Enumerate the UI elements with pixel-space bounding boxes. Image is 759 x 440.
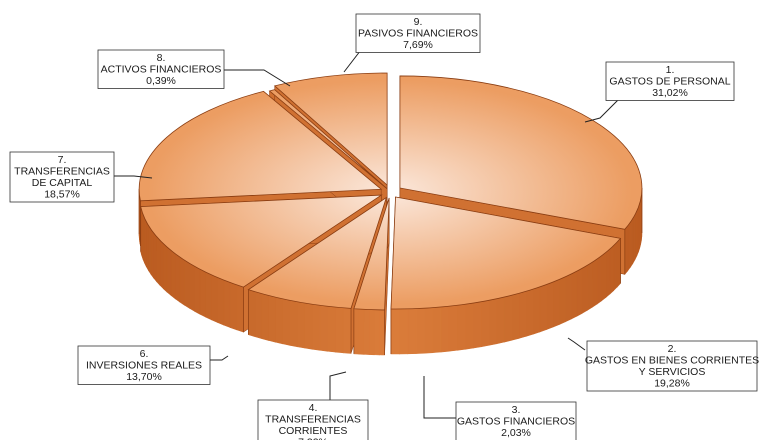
slice-number-label: 3. (512, 404, 521, 416)
slice-value-label: 31,02% (652, 87, 688, 99)
slice-name-label: TRANSFERENCIAS (265, 414, 361, 426)
slice-number-label: 9. (414, 16, 423, 28)
pie-slice-2 (390, 196, 622, 310)
slice-value-label: 18,57% (44, 189, 80, 201)
pie-slice-3 (353, 197, 390, 311)
leader-line (567, 337, 586, 351)
label-box (77, 345, 211, 385)
slice-value-label: 0,39% (146, 75, 176, 87)
leader-line (423, 376, 456, 419)
slice-value-label: 7,32% (298, 437, 328, 440)
slice-value-label: 2,03% (501, 427, 531, 439)
slice-value-label: 19,28% (654, 378, 690, 390)
pie-slice-5 (140, 194, 383, 288)
slice-name-label: INVERSIONES REALES (86, 360, 202, 372)
label-box (605, 61, 735, 101)
slice-value-label: 13,70% (126, 371, 162, 383)
slice-value-label: 7,69% (403, 39, 433, 51)
label-box (586, 340, 758, 392)
slice-number-label: 8. (157, 52, 166, 64)
slice-number-label: 1. (666, 64, 675, 76)
slice-name-label: PASIVOS FINANCIEROS (358, 28, 478, 40)
slice-number-label: 7. (58, 154, 67, 166)
leader-line (114, 175, 153, 179)
slice-name-label: GASTOS FINANCIEROS (457, 416, 575, 428)
pie-slice-8 (273, 72, 388, 186)
label-box (355, 13, 481, 53)
slice-name-label: TRANSFERENCIAS (14, 166, 110, 178)
label-box (97, 49, 225, 89)
label-box (455, 401, 577, 440)
label-box (9, 151, 115, 203)
slice-label: 4.TRANSFERENCIASCORRIENTES7,32% (257, 399, 369, 440)
slice-name-label: GASTOS EN BIENES CORRIENTES (585, 355, 759, 367)
pie-slice-7 (268, 89, 388, 190)
slice-number-label: 6. (140, 348, 149, 360)
slice-name-label: ACTIVOS FINANCIEROS (101, 64, 222, 76)
label-box (257, 399, 369, 440)
leader-line (224, 69, 291, 87)
pie-slice-6 (138, 90, 383, 202)
slice-name-label: GASTOS DE PERSONAL (609, 76, 730, 88)
slice-name-label: DE CAPITAL (32, 177, 93, 189)
slice-name-label: CORRIENTES (279, 425, 348, 437)
pie-slice-4 (247, 196, 388, 309)
leader-line (329, 371, 347, 400)
leader-line (210, 355, 229, 361)
slice-number-label: 4. (309, 402, 318, 414)
slice-name-label: Y SERVICIOS (639, 366, 706, 378)
slice-number-label: 2. (668, 343, 677, 355)
pie-slice-1 (399, 75, 643, 230)
